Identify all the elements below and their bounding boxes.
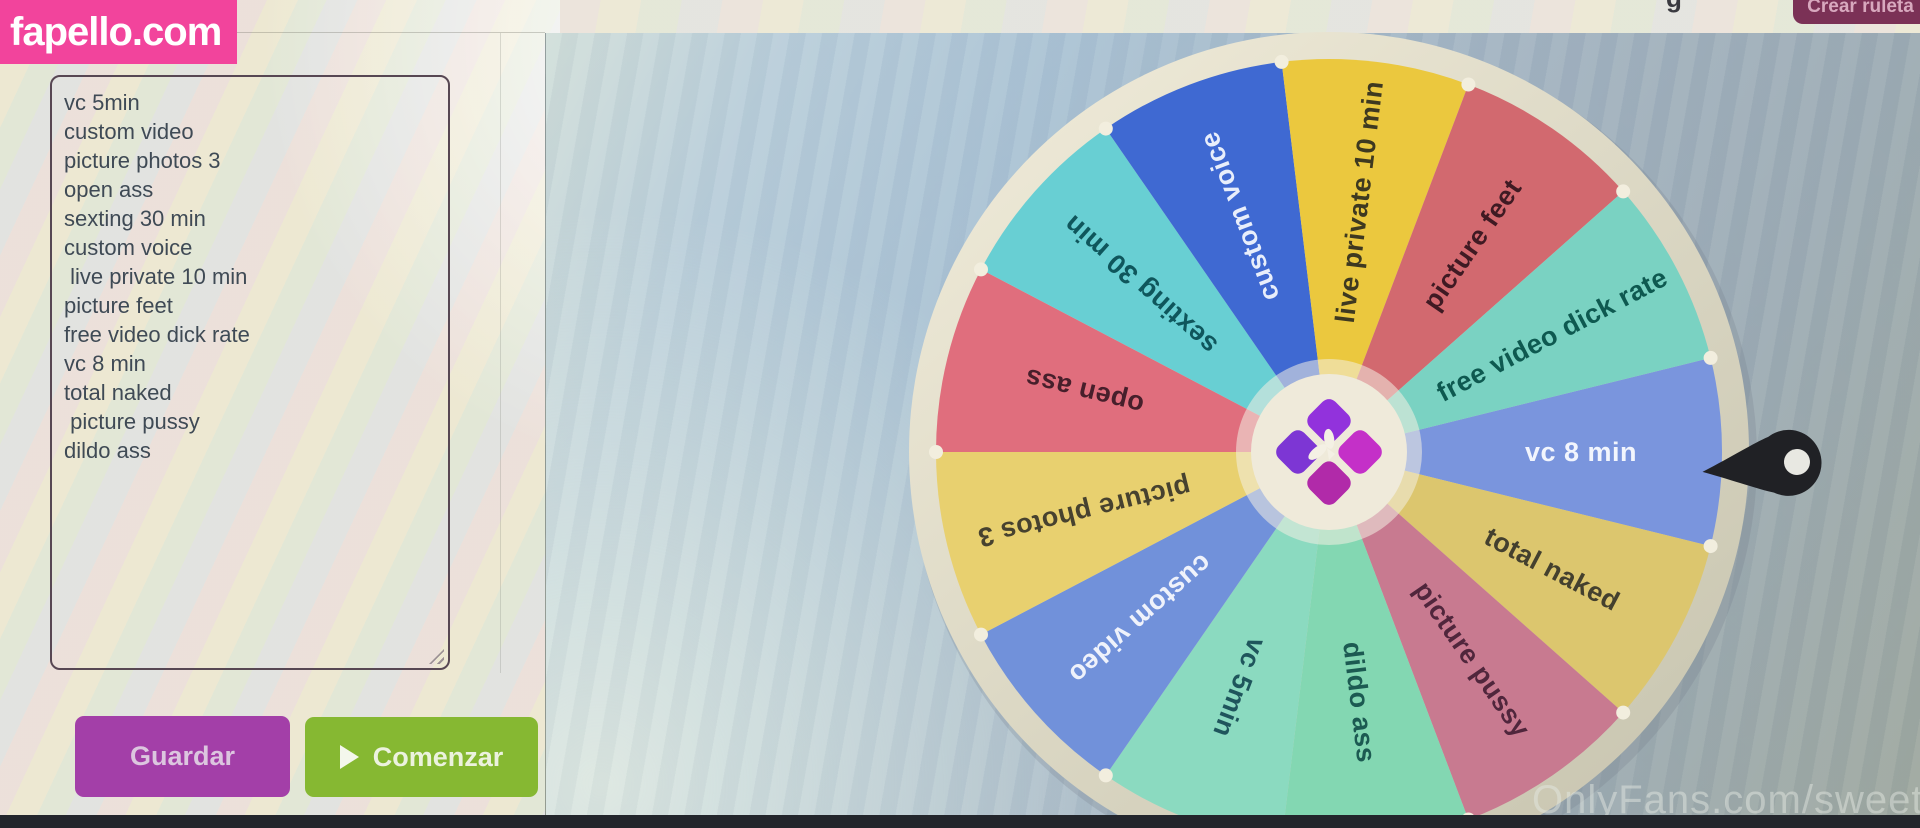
wheel-pointer[interactable] xyxy=(1699,427,1825,505)
start-button[interactable]: Comenzar xyxy=(305,717,538,797)
segment-boundary-dot xyxy=(974,627,988,642)
segment-boundary-dot xyxy=(1703,350,1718,365)
fapello-watermark-badge: fapello.com xyxy=(0,0,237,64)
segment-boundary-dot xyxy=(974,262,988,277)
wheel-segment-vc-8-min[interactable] xyxy=(1329,357,1723,547)
segment-boundary-dot xyxy=(1274,54,1289,69)
gift-icon xyxy=(1276,399,1382,505)
wheel-segment-label: vc 8 min xyxy=(1525,437,1637,467)
panel-divider-vertical xyxy=(500,33,501,673)
wheel-segment-vc-5min[interactable] xyxy=(1105,452,1329,828)
wheel-segment-picture-photos-3[interactable] xyxy=(936,452,1329,635)
wheel-segment-sexting-30-min[interactable] xyxy=(981,128,1329,452)
create-wheel-button-label: Crear ruleta xyxy=(1807,0,1914,17)
wheel-segment-open-ass[interactable] xyxy=(936,269,1329,452)
wheel-segment-picture-pussy[interactable] xyxy=(1329,452,1624,820)
wheel-segment-custom-voice[interactable] xyxy=(1105,61,1329,453)
wheel-segment-dildo-ass[interactable] xyxy=(1282,452,1469,828)
panel-divider-horizontal xyxy=(237,32,545,33)
entries-text: vc 5min custom video picture photos 3 op… xyxy=(64,90,250,463)
save-button-label: Guardar xyxy=(129,741,236,771)
segment-boundary-dot xyxy=(1098,768,1113,783)
start-button-label: Comenzar xyxy=(372,741,504,772)
segment-boundary-dot xyxy=(929,445,943,459)
segment-boundary-dot xyxy=(1703,539,1718,554)
save-button[interactable]: Guardar xyxy=(75,716,290,797)
wheel-segment-custom-video[interactable] xyxy=(981,452,1329,776)
wheel-segment-live-private-10-min[interactable] xyxy=(1281,59,1469,452)
top-strip xyxy=(560,0,1920,33)
wheel-segment-picture-feet[interactable] xyxy=(1329,84,1624,453)
wheel-segment-free-video-dick-rate[interactable] xyxy=(1329,191,1711,452)
segment-boundary-dot xyxy=(1461,77,1476,92)
taskbar xyxy=(0,815,1920,828)
onlyfans-watermark: OnlyFans.com/sweetsoon xyxy=(1532,778,1920,822)
segment-boundary-dot xyxy=(1616,705,1631,720)
pointer-hole xyxy=(1784,449,1810,475)
entries-textarea[interactable]: vc 5min custom video picture photos 3 op… xyxy=(50,75,450,670)
segment-boundary-dot xyxy=(1098,121,1113,136)
wheel-segment-total-naked[interactable] xyxy=(1329,452,1711,713)
segment-boundary-dot xyxy=(1616,184,1631,199)
cut-off-text-fragment: g xyxy=(1666,0,1696,13)
play-icon xyxy=(339,745,359,769)
fapello-watermark-text: fapello.com xyxy=(10,9,222,54)
create-wheel-button[interactable]: Crear ruleta xyxy=(1793,0,1920,24)
left-panel xyxy=(0,0,560,815)
